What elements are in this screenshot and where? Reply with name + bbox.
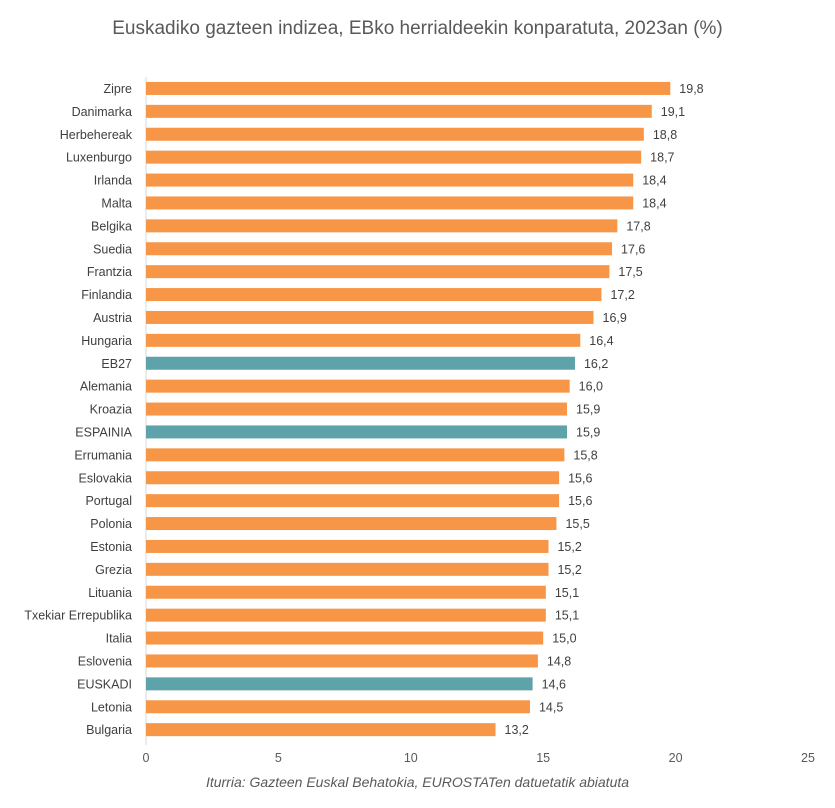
bar-txekiar-errepublika — [146, 608, 546, 622]
source-note: Iturria: Gazteen Euskal Behatokia, EUROS… — [205, 774, 630, 790]
category-label: Letonia — [91, 700, 132, 714]
data-label: 17,5 — [618, 265, 642, 279]
bar-bulgaria — [146, 723, 496, 737]
category-label: Frantzia — [87, 265, 132, 279]
bar-eslovenia — [146, 654, 538, 668]
category-label: Danimarka — [72, 105, 132, 119]
bar-danimarka — [146, 104, 652, 118]
bar-italia — [146, 631, 544, 645]
data-label: 18,7 — [650, 151, 674, 165]
bar-belgika — [146, 219, 618, 233]
bar-austria — [146, 310, 594, 324]
x-tick-label: 0 — [143, 751, 150, 765]
category-label: Zipre — [104, 82, 133, 96]
data-label: 15,6 — [568, 494, 592, 508]
category-label: Kroazia — [90, 403, 132, 417]
x-tick-label: 10 — [404, 751, 418, 765]
bar-irlanda — [146, 173, 634, 187]
category-label: Irlanda — [94, 174, 132, 188]
data-label: 15,9 — [576, 425, 600, 439]
bar-eb27 — [146, 356, 575, 370]
x-tick-label: 20 — [669, 751, 683, 765]
bar-espainia — [146, 425, 568, 439]
category-label: Alemania — [80, 380, 132, 394]
category-label: Suedia — [93, 242, 132, 256]
bar-letonia — [146, 700, 530, 714]
bar-frantzia — [146, 265, 610, 279]
data-label: 14,8 — [547, 654, 571, 668]
category-label: ESPAINIA — [75, 425, 132, 439]
category-label: Hungaria — [81, 334, 132, 348]
bar-polonia — [146, 517, 557, 531]
data-label: 15,2 — [557, 563, 581, 577]
data-label: 16,9 — [603, 311, 627, 325]
category-label: Finlandia — [81, 288, 132, 302]
data-label: 18,4 — [642, 174, 666, 188]
data-label: 15,1 — [555, 586, 579, 600]
data-label: 15,5 — [565, 517, 589, 531]
bar-suedia — [146, 242, 613, 256]
bar-errumania — [146, 448, 565, 462]
data-label: 15,8 — [573, 448, 597, 462]
category-label: Portugal — [85, 494, 132, 508]
data-label: 17,8 — [626, 219, 650, 233]
data-label: 16,0 — [579, 380, 603, 394]
data-label: 17,6 — [621, 242, 645, 256]
data-label: 17,2 — [610, 288, 634, 302]
bar-luxenburgo — [146, 150, 642, 164]
category-label: Luxenburgo — [66, 151, 132, 165]
x-tick-label: 5 — [275, 751, 282, 765]
data-label: 15,9 — [576, 403, 600, 417]
bar-herbehereak — [146, 127, 644, 141]
category-label: Polonia — [90, 517, 132, 531]
bar-kroazia — [146, 402, 568, 416]
bar-eslovakia — [146, 471, 560, 485]
x-tick-label: 15 — [536, 751, 550, 765]
category-label: Austria — [93, 311, 132, 325]
data-label: 18,4 — [642, 196, 666, 210]
bar-hungaria — [146, 333, 581, 347]
category-label: EUSKADI — [77, 677, 132, 691]
bar-euskadi — [146, 677, 533, 691]
bar-portugal — [146, 494, 560, 508]
category-label: Italia — [106, 632, 132, 646]
category-label: Belgika — [91, 219, 132, 233]
data-label: 14,5 — [539, 700, 563, 714]
data-label: 16,4 — [589, 334, 613, 348]
category-label: Herbehereak — [60, 128, 133, 142]
category-label: Eslovakia — [79, 471, 133, 485]
category-label: Bulgaria — [86, 723, 132, 737]
category-label: Errumania — [74, 448, 132, 462]
data-label: 15,1 — [555, 609, 579, 623]
category-label: Txekiar Errepublika — [24, 609, 132, 623]
category-label: Grezia — [95, 563, 132, 577]
data-label: 15,2 — [557, 540, 581, 554]
data-label: 13,2 — [505, 723, 529, 737]
bar-alemania — [146, 379, 570, 393]
data-label: 14,6 — [542, 677, 566, 691]
category-label: Eslovenia — [78, 654, 132, 668]
bar-finlandia — [146, 288, 602, 302]
category-label: Estonia — [90, 540, 132, 554]
bar-lituania — [146, 585, 546, 599]
x-tick-label: 25 — [801, 751, 815, 765]
category-label: Lituania — [88, 586, 132, 600]
data-label: 19,1 — [661, 105, 685, 119]
data-label: 19,8 — [679, 82, 703, 96]
category-label: Malta — [101, 196, 132, 210]
bar-malta — [146, 196, 634, 210]
data-label: 15,0 — [552, 632, 576, 646]
data-label: 16,2 — [584, 357, 608, 371]
chart-title: Euskadiko gazteen indizea, EBko herriald… — [112, 18, 723, 39]
bar-estonia — [146, 539, 549, 553]
bar-grezia — [146, 562, 549, 576]
bar-zipre — [146, 81, 671, 95]
category-label: EB27 — [101, 357, 132, 371]
data-label: 15,6 — [568, 471, 592, 485]
data-label: 18,8 — [653, 128, 677, 142]
